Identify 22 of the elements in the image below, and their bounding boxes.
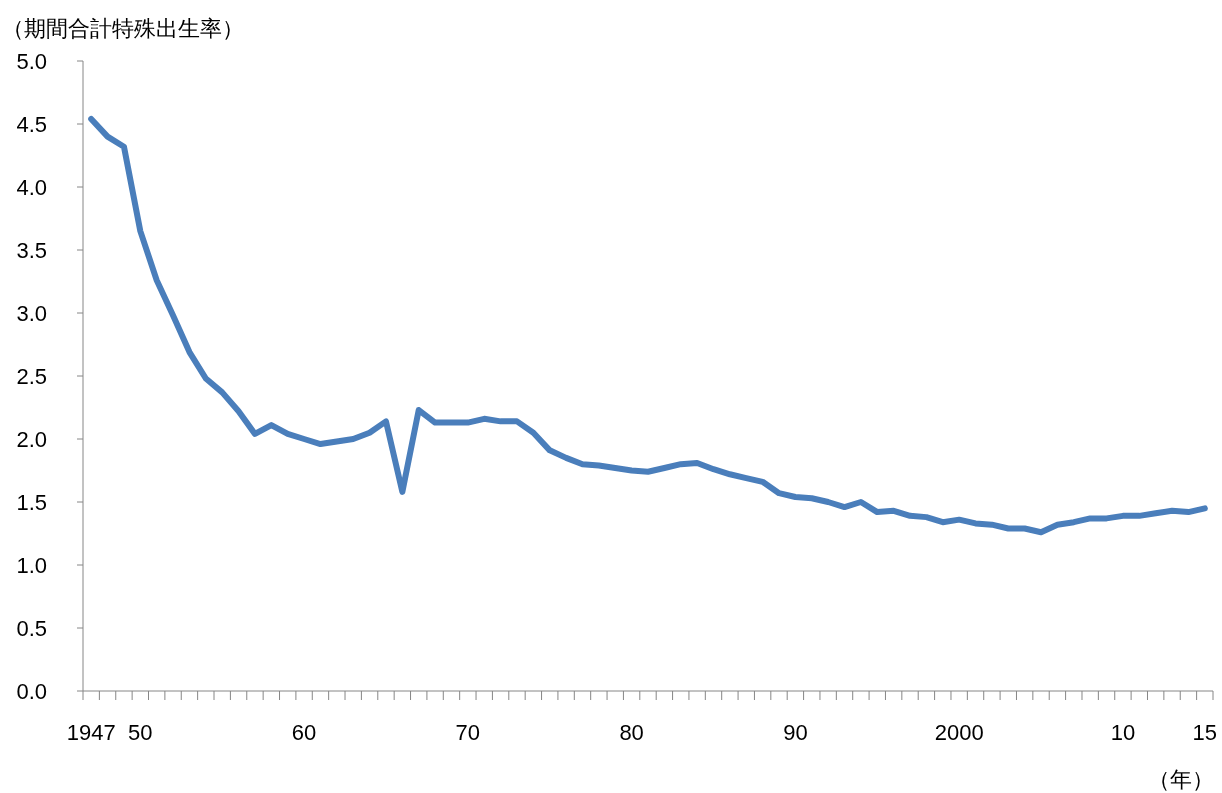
x-tick-label: 80 <box>619 720 644 745</box>
x-tick-label: 2000 <box>934 720 984 745</box>
ytick: 3.5 <box>16 238 47 263</box>
x-tick-label: 15 <box>1192 720 1218 745</box>
x-tick-label: 10 <box>1110 720 1136 745</box>
ytick: 5.0 <box>16 49 47 74</box>
ytick: 2.0 <box>16 427 47 452</box>
ytick: 2.5 <box>16 364 47 389</box>
ytick: 3.0 <box>16 301 47 326</box>
y-axis-title: （期間合計特殊出生率） <box>2 16 244 41</box>
x-tick-label: 1947 <box>66 720 116 745</box>
x-tick-label: 70 <box>455 720 481 745</box>
x-tick-label: 50 <box>128 720 153 745</box>
ytick: 4.0 <box>16 175 47 200</box>
ytick: 1.5 <box>16 490 47 515</box>
ytick: 1.0 <box>16 553 47 578</box>
ytick: 0.0 <box>16 679 47 704</box>
x-tick-label: 90 <box>783 720 808 745</box>
x-axis-title: （年） <box>1148 767 1214 792</box>
x-tick-label: 60 <box>291 720 317 745</box>
ytick: 0.5 <box>16 616 47 641</box>
ytick: 4.5 <box>16 112 47 137</box>
